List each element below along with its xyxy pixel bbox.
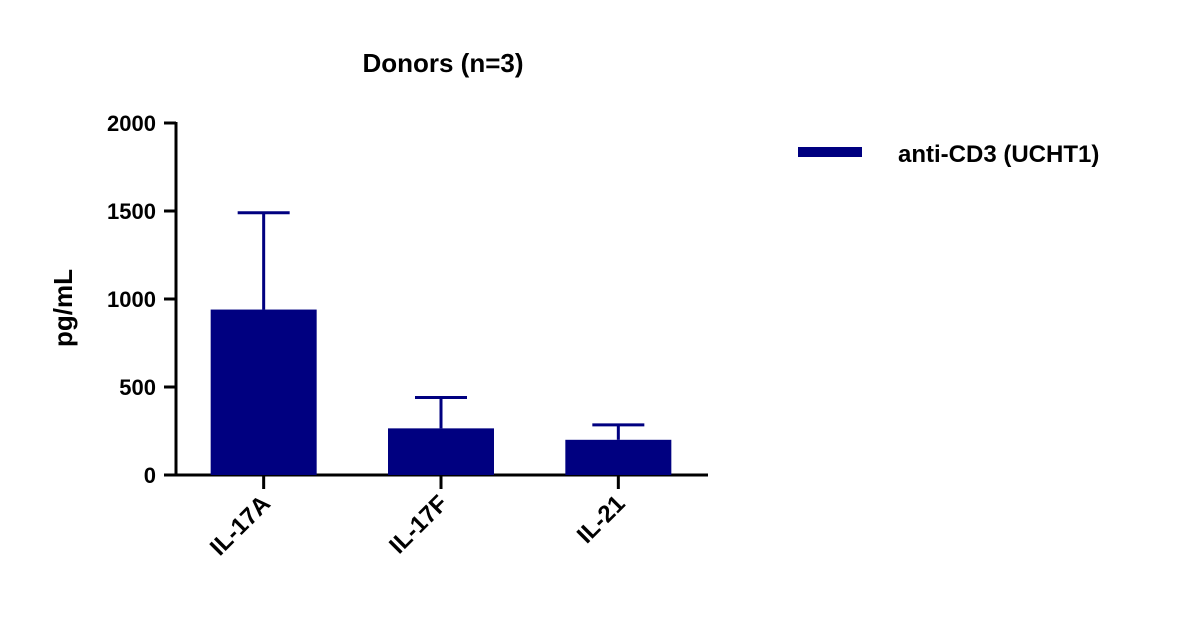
bar [388,428,494,475]
bar [565,439,672,475]
x-tick-label: IL-17F [384,490,453,559]
bar [210,309,317,475]
y-tick-label: 500 [119,375,156,400]
y-tick-label: 1500 [107,199,156,224]
y-tick-label: 1000 [107,287,156,312]
x-tick-label: IL-21 [572,490,631,549]
x-tick-label: IL-17A [205,490,276,561]
chart-title: Donors (n=3) [362,48,523,78]
legend-label: anti-CD3 (UCHT1) [898,141,1099,168]
plot-area: 0 500 1000 1500 2000 IL-17A IL-17F IL-21 [107,111,708,561]
legend: anti-CD3 (UCHT1) [798,141,1099,168]
y-tick-label: 0 [144,463,156,488]
y-tick-label: 2000 [107,111,156,136]
y-axis-label: pg/mL [48,269,78,347]
legend-swatch [798,147,862,157]
